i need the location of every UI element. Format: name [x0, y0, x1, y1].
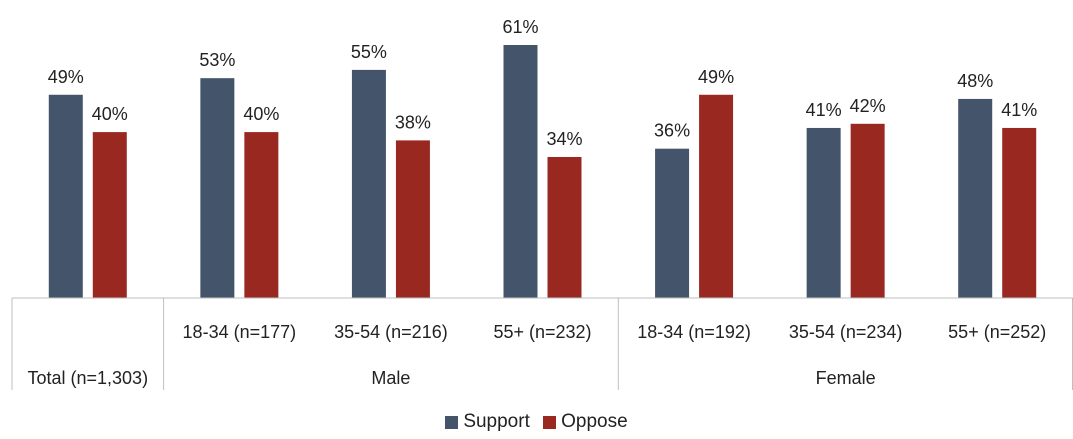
value-label-support-6: 48%: [957, 71, 993, 91]
category-label-3: 55+ (n=232): [493, 322, 591, 342]
value-label-oppose-0: 40%: [92, 104, 128, 124]
category-label-2: 35-54 (n=216): [334, 322, 448, 342]
category-labels-layer: Total (n=1,303) 18-34 (n=177) 35-54 (n=216…: [27, 322, 1046, 388]
value-label-support-0: 49%: [48, 67, 84, 87]
bar-oppose-1: [244, 132, 279, 298]
legend-item-oppose: Oppose: [543, 411, 628, 433]
value-label-oppose-3: 34%: [546, 129, 582, 149]
bar-support-3: [503, 45, 538, 298]
bar-oppose-6: [1002, 127, 1037, 298]
legend-label-support: Support: [463, 411, 530, 432]
bar-chart: 49% 40% 53% 40% 55% 38% 61% 34% 36% 49% 41% 42% 48% 4…: [11, 17, 1073, 390]
value-label-oppose-2: 38%: [395, 112, 431, 132]
value-label-oppose-5: 42%: [850, 96, 886, 116]
category-label-1: 18-34 (n=177): [183, 322, 297, 342]
bar-support-2: [351, 69, 386, 298]
bar-support-4: [655, 148, 690, 298]
bar-oppose-3: [547, 156, 582, 298]
value-label-support-2: 55%: [351, 42, 387, 62]
bar-support-1: [200, 78, 235, 298]
value-label-support-5: 41%: [806, 100, 842, 120]
value-label-support-3: 61%: [502, 17, 538, 37]
group-label-female: Female: [816, 368, 876, 388]
bar-oppose-5: [850, 123, 885, 298]
category-label-4: 18-34 (n=192): [637, 322, 751, 342]
bar-support-0: [48, 94, 83, 298]
value-label-oppose-6: 41%: [1001, 100, 1037, 120]
bar-oppose-0: [92, 132, 127, 298]
value-label-support-1: 53%: [199, 50, 235, 70]
value-label-oppose-4: 49%: [698, 67, 734, 87]
value-label-oppose-1: 40%: [243, 104, 279, 124]
bar-oppose-2: [395, 140, 430, 298]
bar-support-5: [806, 127, 841, 298]
bar-oppose-4: [699, 94, 734, 298]
value-labels-layer: 49% 40% 53% 40% 55% 38% 61% 34% 36% 49% 41% 42% 48% 4…: [48, 17, 1037, 149]
category-axis: [11, 297, 1073, 390]
bars-layer: [48, 45, 1037, 298]
legend-item-support: Support: [445, 411, 530, 433]
legend-swatch-oppose: [543, 415, 557, 429]
legend: Support Oppose: [0, 411, 1073, 435]
category-label-0: Total (n=1,303): [27, 368, 148, 388]
bar-support-6: [958, 98, 993, 298]
legend-swatch-support: [445, 415, 459, 429]
category-label-5: 35-54 (n=234): [789, 322, 903, 342]
group-label-male: Male: [371, 368, 410, 388]
legend-label-oppose: Oppose: [561, 411, 628, 432]
value-label-support-4: 36%: [654, 121, 690, 141]
category-label-6: 55+ (n=252): [948, 322, 1046, 342]
